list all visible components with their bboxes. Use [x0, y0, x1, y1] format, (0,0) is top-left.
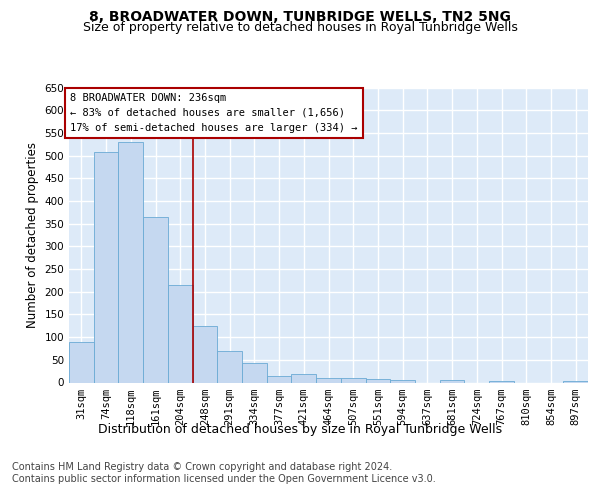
Bar — [341, 378, 365, 382]
Text: Distribution of detached houses by size in Royal Tunbridge Wells: Distribution of detached houses by size … — [98, 422, 502, 436]
Text: Contains HM Land Registry data © Crown copyright and database right 2024.: Contains HM Land Registry data © Crown c… — [12, 462, 392, 472]
Bar — [267, 376, 292, 382]
Bar — [316, 378, 341, 382]
Bar — [118, 142, 143, 382]
Bar — [390, 380, 415, 382]
Bar — [242, 363, 267, 382]
Bar — [365, 380, 390, 382]
Bar — [193, 326, 217, 382]
Bar — [143, 217, 168, 382]
Bar — [292, 374, 316, 382]
Text: Size of property relative to detached houses in Royal Tunbridge Wells: Size of property relative to detached ho… — [83, 22, 517, 35]
Bar — [489, 380, 514, 382]
Text: 8, BROADWATER DOWN, TUNBRIDGE WELLS, TN2 5NG: 8, BROADWATER DOWN, TUNBRIDGE WELLS, TN2… — [89, 10, 511, 24]
Bar — [69, 342, 94, 382]
Text: Contains public sector information licensed under the Open Government Licence v3: Contains public sector information licen… — [12, 474, 436, 484]
Bar — [168, 285, 193, 382]
Bar — [563, 380, 588, 382]
Bar — [217, 350, 242, 382]
Text: 8 BROADWATER DOWN: 236sqm
← 83% of detached houses are smaller (1,656)
17% of se: 8 BROADWATER DOWN: 236sqm ← 83% of detac… — [70, 93, 358, 132]
Bar — [94, 152, 118, 382]
Y-axis label: Number of detached properties: Number of detached properties — [26, 142, 39, 328]
Bar — [440, 380, 464, 382]
